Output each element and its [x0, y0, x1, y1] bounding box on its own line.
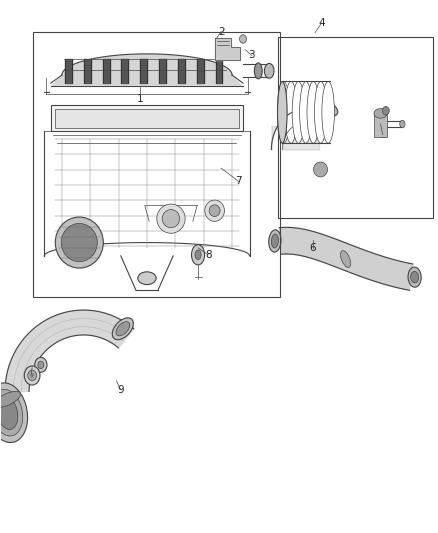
Bar — [51, 106, 243, 131]
Text: 9: 9 — [117, 385, 124, 395]
Circle shape — [28, 370, 36, 381]
Ellipse shape — [138, 272, 156, 285]
Ellipse shape — [292, 82, 305, 143]
Ellipse shape — [314, 82, 327, 143]
Ellipse shape — [209, 205, 220, 216]
Ellipse shape — [314, 162, 328, 177]
Ellipse shape — [322, 82, 335, 143]
Text: 3: 3 — [248, 51, 255, 60]
Circle shape — [382, 107, 389, 115]
Circle shape — [240, 35, 247, 43]
Ellipse shape — [300, 85, 311, 140]
Ellipse shape — [0, 391, 21, 407]
Polygon shape — [215, 38, 240, 60]
Ellipse shape — [112, 318, 134, 340]
Text: 4: 4 — [318, 18, 325, 28]
Ellipse shape — [285, 82, 297, 143]
Ellipse shape — [323, 85, 333, 140]
Ellipse shape — [195, 250, 201, 260]
Polygon shape — [51, 54, 243, 86]
Bar — [33, 31, 280, 297]
Bar — [278, 37, 433, 217]
Text: 5: 5 — [379, 130, 386, 140]
Ellipse shape — [408, 267, 421, 287]
Ellipse shape — [277, 82, 290, 143]
Text: 7: 7 — [235, 176, 242, 187]
Ellipse shape — [157, 204, 185, 233]
Ellipse shape — [254, 63, 262, 79]
Ellipse shape — [191, 245, 205, 265]
Bar — [55, 109, 239, 128]
Ellipse shape — [308, 85, 318, 140]
Ellipse shape — [318, 101, 338, 116]
Ellipse shape — [116, 322, 130, 336]
Text: 10: 10 — [25, 369, 38, 379]
Text: 1: 1 — [137, 94, 144, 104]
Ellipse shape — [0, 396, 18, 430]
Ellipse shape — [272, 234, 279, 248]
Ellipse shape — [400, 120, 405, 128]
Ellipse shape — [205, 200, 224, 221]
Ellipse shape — [300, 82, 312, 143]
Ellipse shape — [286, 85, 296, 140]
Text: 2: 2 — [218, 27, 225, 37]
Ellipse shape — [0, 390, 23, 436]
Ellipse shape — [269, 230, 281, 252]
Ellipse shape — [340, 251, 351, 268]
Circle shape — [24, 366, 40, 385]
Text: 6: 6 — [310, 243, 316, 253]
Ellipse shape — [61, 223, 97, 262]
Ellipse shape — [162, 209, 180, 228]
Ellipse shape — [55, 217, 103, 268]
Ellipse shape — [0, 383, 28, 442]
Ellipse shape — [279, 85, 289, 140]
Text: 8: 8 — [205, 250, 212, 260]
Ellipse shape — [35, 358, 47, 372]
Ellipse shape — [315, 85, 326, 140]
Ellipse shape — [278, 82, 287, 143]
Ellipse shape — [293, 85, 304, 140]
Polygon shape — [5, 310, 134, 391]
Polygon shape — [279, 228, 413, 290]
Ellipse shape — [38, 361, 44, 368]
Ellipse shape — [411, 271, 419, 283]
Ellipse shape — [265, 63, 274, 78]
Ellipse shape — [307, 82, 320, 143]
Ellipse shape — [374, 109, 387, 118]
Bar — [374, 114, 387, 138]
